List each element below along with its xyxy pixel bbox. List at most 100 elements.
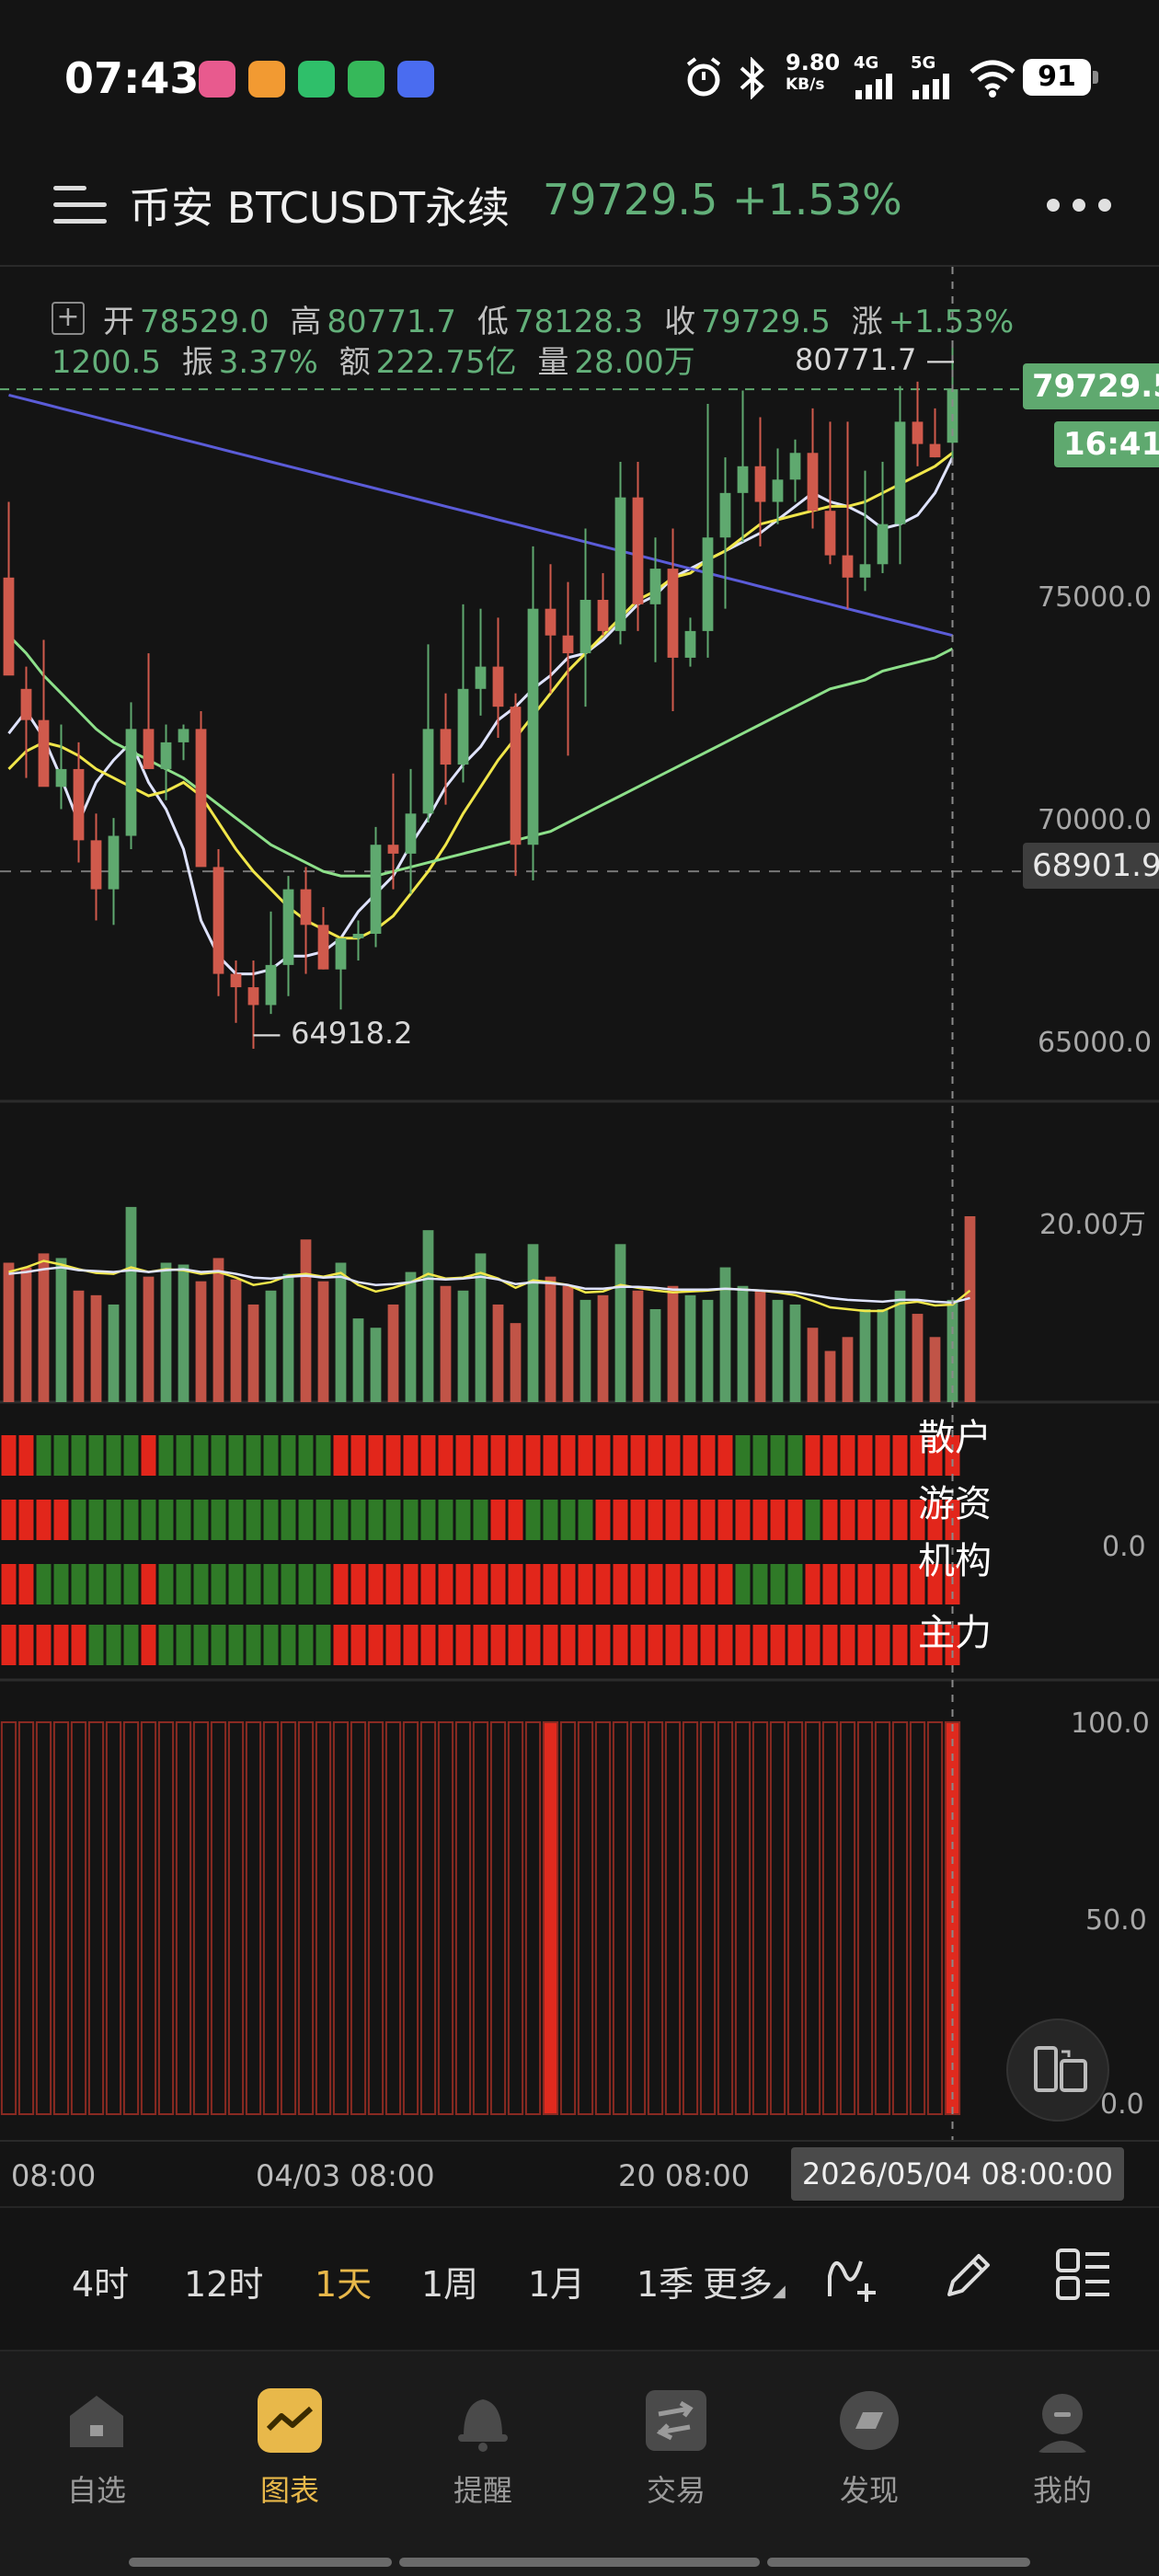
volume-bar — [457, 1290, 469, 1402]
time-axis-label: 04/03 08:00 — [256, 2158, 435, 2193]
oscillator-bar — [647, 1721, 664, 2115]
fund-flow-cell — [281, 1435, 296, 1476]
status-time: 07:43 — [64, 53, 200, 103]
period-1d[interactable]: 1天 — [315, 2264, 373, 2305]
draw-pencil-icon[interactable] — [940, 2245, 999, 2304]
candle-body — [405, 813, 417, 854]
cursor-price-tag: 68901.9 — [1023, 843, 1159, 889]
fund-flow-cell — [735, 1500, 751, 1540]
volume-bar — [737, 1285, 749, 1402]
candle-body — [247, 987, 259, 1006]
kline-chart[interactable] — [0, 267, 1159, 2140]
fund-flow-cell — [822, 1435, 838, 1476]
period-1m[interactable]: 1月 — [528, 2264, 586, 2305]
candle-body — [440, 729, 452, 765]
landscape-toggle-button[interactable] — [1006, 2018, 1109, 2122]
vivo-app-icon — [397, 61, 434, 98]
nav-trade[interactable]: 交易 — [607, 2388, 745, 2510]
oscillator-bar — [856, 1721, 874, 2115]
chart-grid — [0, 388, 1159, 1682]
fund-flow-cell — [88, 1564, 104, 1604]
last-price-tag: 79729.5 — [1023, 363, 1159, 409]
volume-bar — [90, 1294, 102, 1402]
cursor-time-tag: 2026/05/04 08:00:00 — [791, 2147, 1124, 2201]
fund-flow-cell — [683, 1500, 698, 1540]
volume-axis-label: 20.00万 — [1039, 1209, 1146, 1241]
layout-grid-icon[interactable] — [1054, 2245, 1113, 2304]
volume-bar — [125, 1206, 137, 1402]
period-1q[interactable]: 1季 — [637, 2264, 694, 2305]
fund-flow-cell — [578, 1500, 593, 1540]
volume-bar — [859, 1309, 871, 1402]
volume-bar — [614, 1244, 626, 1402]
fund-flow-cell — [438, 1625, 453, 1665]
fund-flow-cell — [648, 1625, 663, 1665]
fund-flow-cell — [211, 1435, 226, 1476]
nav-watchlist[interactable]: 自选 — [28, 2388, 166, 2510]
volume-bar — [108, 1304, 120, 1402]
volume-bar — [947, 1299, 958, 1402]
period-12h[interactable]: 12时 — [184, 2264, 264, 2305]
fund-flow-cell — [36, 1435, 52, 1476]
period-1w[interactable]: 1周 — [421, 2264, 479, 2305]
fund-flow-cell — [910, 1625, 925, 1665]
fund-flow-cell — [630, 1564, 646, 1604]
oscillator-bar — [175, 1721, 192, 2115]
candle-body — [789, 453, 801, 480]
candle-body — [335, 937, 347, 970]
nav-discover[interactable]: 发现 — [800, 2388, 938, 2510]
fund-flow-cell — [385, 1564, 401, 1604]
fund-flow-cell — [53, 1500, 69, 1540]
fund-flow-cell — [88, 1500, 104, 1540]
indicator-add-icon[interactable] — [824, 2245, 883, 2304]
fund-flow-cell — [123, 1435, 139, 1476]
expand-info-icon[interactable]: + — [52, 302, 85, 335]
indicator-label-retail: 散户 — [918, 1417, 992, 1459]
symbol-title[interactable]: 币安 BTCUSDT永续 — [129, 183, 511, 233]
fund-flow-cell — [735, 1625, 751, 1665]
more-periods-dropdown[interactable]: 更多◢ — [703, 2264, 786, 2305]
fund-flow-cell — [683, 1435, 698, 1476]
fund-flow-cell — [36, 1564, 52, 1604]
nav-profile[interactable]: 我的 — [993, 2388, 1131, 2510]
fund-flow-cell — [141, 1564, 156, 1604]
volume-bar — [684, 1294, 696, 1402]
trade-icon — [646, 2390, 706, 2451]
fund-flow-cell — [298, 1564, 314, 1604]
oscillator-bar — [734, 1721, 752, 2115]
candle-body — [90, 840, 102, 890]
oscillator-bar — [122, 1721, 140, 2115]
fund-flow-cell — [473, 1564, 488, 1604]
countdown-tag: 16:41 — [1054, 421, 1159, 467]
fund-flow-cell — [787, 1564, 803, 1604]
candle-body — [859, 564, 871, 578]
nav-alerts[interactable]: 提醒 — [414, 2388, 552, 2510]
home-icon — [70, 2396, 123, 2447]
period-selector: 4时 12时 1天 1周 1月 1季 更多◢ — [0, 2206, 1159, 2350]
fund-flow-cell — [333, 1500, 349, 1540]
fund-flow-cell — [316, 1435, 331, 1476]
period-4h[interactable]: 4时 — [72, 2264, 130, 2305]
fund-flow-cell — [543, 1435, 558, 1476]
volume-bar — [265, 1290, 277, 1402]
more-options-icon[interactable] — [1047, 199, 1111, 213]
ma-line — [8, 393, 953, 638]
fund-flow-cell — [508, 1500, 523, 1540]
iqiyi-app-icon — [348, 61, 384, 98]
candle-body — [178, 729, 189, 742]
fund-flow-cell — [892, 1435, 908, 1476]
oscillator-bar — [577, 1721, 594, 2115]
oscillator-bar — [664, 1721, 682, 2115]
fund-flow-cell — [368, 1435, 384, 1476]
nav-chart[interactable]: 图表 — [221, 2388, 359, 2510]
menu-icon[interactable] — [53, 184, 107, 230]
fund-flow-cell — [560, 1500, 576, 1540]
fund-flow-cell — [158, 1500, 174, 1540]
volume-bar — [55, 1258, 67, 1402]
fund-flow-cell — [228, 1435, 244, 1476]
fund-flow-cell — [298, 1625, 314, 1665]
fund-flow-cell — [910, 1500, 925, 1540]
fund-flow-cell — [700, 1500, 716, 1540]
low-mark-label: — 64918.2 — [252, 1016, 413, 1051]
candle-body — [282, 889, 294, 965]
